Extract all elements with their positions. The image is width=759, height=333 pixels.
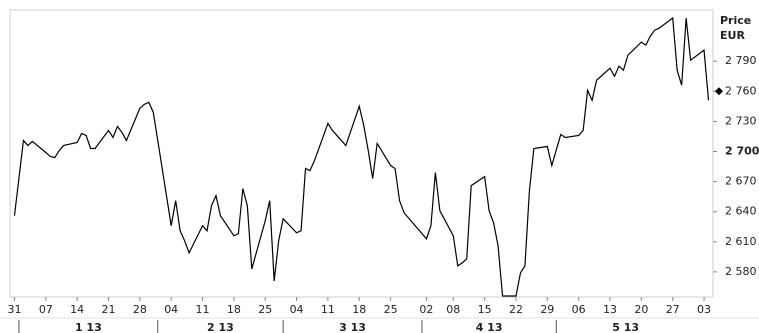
- y-tick-label: 2 580: [725, 265, 757, 278]
- x-tick-label: 27: [666, 303, 680, 316]
- x-tick-label: 31: [7, 303, 21, 316]
- month-label: 1 13: [75, 321, 102, 333]
- x-tick-label: 14: [70, 303, 84, 316]
- last-price-marker: [715, 87, 723, 96]
- x-tick-label: 21: [102, 303, 116, 316]
- plot-frame: [9, 9, 714, 298]
- y-tick-label: 2 730: [725, 114, 757, 127]
- y-tick-label: 2 610: [725, 235, 757, 248]
- month-label: 5 13: [612, 321, 639, 333]
- x-tick-label: 13: [603, 303, 617, 316]
- x-tick-label: 11: [196, 303, 210, 316]
- x-tick-label: 04: [164, 303, 178, 316]
- price-line: [13, 16, 710, 297]
- x-tick-label: 08: [446, 303, 460, 316]
- x-tick-label: 28: [133, 303, 147, 316]
- x-tick-label: 25: [384, 303, 398, 316]
- x-tick-label: 15: [478, 303, 492, 316]
- y-tick-label: 2 790: [725, 54, 757, 67]
- x-tick-label: 18: [227, 303, 241, 316]
- y-tick-label: 2 700: [725, 144, 759, 157]
- y-axis-title: Price: [720, 14, 751, 27]
- x-tick-label: 07: [39, 303, 53, 316]
- x-tick-label: 04: [290, 303, 304, 316]
- month-label: 2 13: [207, 321, 234, 333]
- y-tick-label: 2 760: [725, 84, 757, 97]
- x-tick-label: 25: [258, 303, 272, 316]
- y-axis-unit: EUR: [720, 29, 745, 42]
- x-tick-label: 02: [419, 303, 433, 316]
- y-tick-label: 2 640: [725, 205, 757, 218]
- x-tick-label: 20: [634, 303, 648, 316]
- x-tick-label: 06: [572, 303, 586, 316]
- x-tick-label: 29: [540, 303, 554, 316]
- month-label: 3 13: [339, 321, 366, 333]
- x-tick-label: 11: [321, 303, 335, 316]
- y-tick-label: 2 670: [725, 175, 757, 188]
- x-tick-label: 18: [352, 303, 366, 316]
- month-label: 4 13: [476, 321, 503, 333]
- x-tick-label: 03: [697, 303, 711, 316]
- x-tick-label: 22: [509, 303, 523, 316]
